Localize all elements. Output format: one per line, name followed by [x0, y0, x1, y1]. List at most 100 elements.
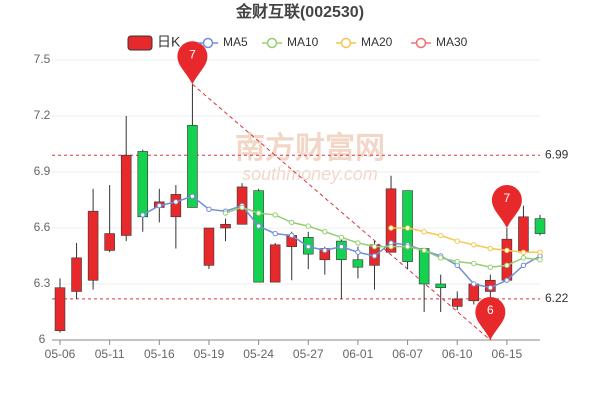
legend-label: MA10: [287, 35, 319, 49]
y-tick-label: 6.3: [34, 276, 51, 290]
candle-body: [501, 238, 513, 281]
ma-point: [404, 243, 411, 250]
ma-point: [173, 199, 179, 205]
candle-body: [352, 259, 364, 268]
ma-point: [520, 262, 527, 269]
ma-point: [305, 243, 311, 250]
ma-point: [322, 247, 328, 254]
chart-title: 金财互联(002530): [235, 2, 364, 21]
candle-body: [87, 210, 99, 281]
x-tick-label: 06-10: [442, 347, 473, 361]
ma-point: [322, 229, 328, 235]
ma-point: [255, 223, 262, 229]
ma-point: [388, 225, 394, 231]
ma-point: [504, 247, 510, 254]
pin-label: 7: [189, 47, 196, 61]
pin-marker: [475, 297, 506, 340]
x-tick-label: 05-24: [243, 347, 274, 361]
ma-point: [338, 243, 345, 250]
x-tick-label: 05-16: [144, 347, 175, 361]
ma-point: [222, 210, 229, 216]
x-tick-label: 05-27: [293, 347, 324, 361]
ma-point: [404, 225, 411, 231]
ma-point: [454, 238, 460, 244]
x-tick-label: 06-07: [392, 347, 423, 361]
ma-point: [371, 253, 378, 259]
ma-line: [391, 227, 540, 254]
ma-point: [289, 219, 295, 226]
candle-body: [170, 194, 182, 218]
candle-body: [534, 218, 546, 234]
watermark-sub: southmoney.com: [242, 164, 378, 184]
ma-point: [537, 257, 543, 263]
ma-point: [140, 212, 146, 218]
y-tick-label: 6.6: [34, 220, 51, 234]
candle-body: [120, 154, 132, 236]
ma-point: [272, 230, 278, 237]
candle-body: [220, 223, 231, 229]
x-tick-label: 05-06: [45, 347, 76, 361]
candle-body: [336, 240, 347, 261]
pin-label: 7: [504, 191, 511, 205]
candle-body: [137, 151, 149, 218]
legend-label: MA5: [223, 35, 248, 49]
ma-point: [520, 255, 527, 261]
y-tick-label: 6: [39, 332, 46, 346]
candle-body: [187, 125, 198, 208]
ma-point: [487, 264, 494, 270]
x-tick-label: 06-15: [492, 347, 523, 361]
x-tick-label: 05-19: [194, 347, 225, 361]
ma-point: [371, 243, 378, 250]
ma-point: [537, 249, 543, 255]
reference-label: 6.22: [545, 291, 569, 305]
legend-swatch: [340, 37, 352, 49]
pin-marker: [491, 185, 522, 228]
candle-body: [435, 283, 446, 289]
ma-point: [471, 260, 477, 267]
ma-point: [487, 285, 494, 291]
candle-body: [518, 216, 529, 253]
ma-point: [206, 206, 212, 213]
legend-swatch: [266, 37, 278, 49]
candle-body: [54, 287, 66, 331]
ma-point: [520, 249, 527, 255]
ma-point: [305, 223, 311, 229]
candle-body: [451, 298, 463, 307]
ma-point: [504, 262, 510, 269]
legend-swatch: [127, 35, 153, 51]
candle-body: [104, 233, 115, 251]
legend-swatch: [415, 37, 427, 49]
y-tick-label: 7.2: [34, 108, 51, 122]
legend-label: MA30: [436, 35, 468, 49]
ma-point: [421, 229, 427, 235]
x-tick-label: 05-11: [95, 347, 125, 361]
legend-label: MA20: [361, 35, 393, 49]
legend-label: 日K: [157, 34, 181, 50]
y-tick-label: 6.9: [34, 164, 51, 178]
pin-marker: [177, 41, 208, 85]
candle-body: [71, 257, 82, 292]
ma-point: [437, 232, 444, 239]
x-tick-label: 06-01: [343, 347, 374, 361]
candle-body: [385, 188, 397, 253]
ma-point: [355, 240, 361, 246]
candle-body: [203, 227, 215, 266]
ma-point: [487, 245, 494, 252]
ma-point: [355, 249, 361, 255]
ma-point: [289, 232, 295, 239]
candle-body: [253, 190, 264, 283]
candle-body: [269, 244, 281, 283]
ma-point: [504, 277, 510, 283]
ma-line: [225, 206, 541, 268]
ma-point: [272, 212, 278, 218]
ma-point: [255, 210, 262, 216]
ma-point: [338, 234, 345, 241]
y-tick-label: 7.5: [34, 52, 51, 66]
ma-point: [471, 281, 477, 287]
ma-point: [437, 255, 444, 261]
ma-point: [239, 204, 245, 211]
watermark: 南方财富网: [235, 131, 385, 165]
pin-label: 6: [487, 303, 494, 317]
reference-label: 6.99: [545, 147, 569, 161]
